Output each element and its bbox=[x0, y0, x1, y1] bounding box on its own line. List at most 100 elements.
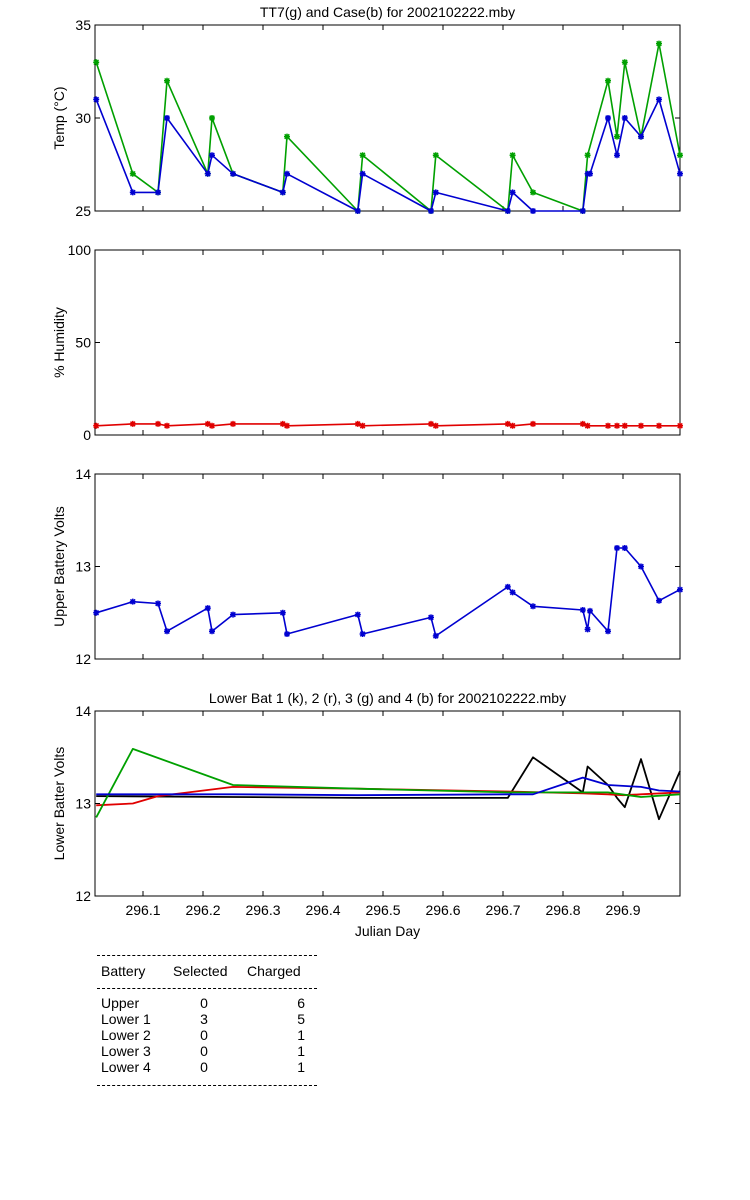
data-point bbox=[432, 189, 439, 196]
charged-count: 1 bbox=[297, 1059, 305, 1075]
data-point bbox=[230, 170, 236, 177]
series-line bbox=[95, 748, 681, 818]
battery-name: Upper bbox=[101, 995, 140, 1011]
y-tick-label: 13 bbox=[75, 559, 91, 575]
data-point bbox=[359, 170, 366, 177]
data-point bbox=[530, 603, 536, 610]
data-point bbox=[359, 422, 366, 429]
data-point bbox=[432, 632, 439, 639]
data-point bbox=[209, 115, 215, 121]
selected-count: 0 bbox=[200, 995, 208, 1011]
y-tick-label: 14 bbox=[75, 466, 91, 482]
data-point bbox=[129, 598, 136, 605]
data-point bbox=[621, 59, 628, 66]
data-point bbox=[656, 597, 662, 604]
data-point bbox=[129, 189, 136, 196]
charged-count: 1 bbox=[297, 1043, 305, 1059]
table-header-row: Battery Selected Charged bbox=[97, 960, 317, 982]
x-tick-label: 296.7 bbox=[485, 902, 520, 918]
data-point bbox=[284, 170, 290, 177]
series-line bbox=[95, 42, 681, 212]
data-point bbox=[93, 609, 100, 616]
charged-count: 5 bbox=[297, 1011, 305, 1027]
table-row: Lower 4 0 1 bbox=[97, 1059, 317, 1075]
series-line bbox=[96, 423, 680, 427]
data-point bbox=[614, 152, 620, 159]
y-tick-label: 100 bbox=[68, 242, 92, 258]
data-point bbox=[432, 422, 439, 429]
y-tick-label: 30 bbox=[75, 110, 91, 126]
data-point bbox=[279, 189, 286, 196]
charged-count: 6 bbox=[297, 995, 305, 1011]
data-point bbox=[209, 422, 215, 429]
y-tick-label: 35 bbox=[75, 17, 91, 33]
y-axis-label: Lower Batter Volts bbox=[51, 747, 67, 861]
data-point bbox=[359, 152, 366, 159]
data-point bbox=[605, 115, 611, 121]
data-point bbox=[230, 420, 236, 427]
data-point bbox=[155, 600, 161, 607]
y-tick-label: 12 bbox=[75, 651, 91, 667]
data-point bbox=[204, 420, 211, 427]
data-point bbox=[656, 40, 662, 47]
data-point bbox=[509, 422, 516, 429]
x-tick-label: 296.5 bbox=[365, 902, 400, 918]
series-line bbox=[96, 776, 681, 797]
header-charged: Charged bbox=[247, 963, 301, 979]
x-tick-label: 296.6 bbox=[425, 902, 460, 918]
data-point bbox=[230, 611, 236, 618]
x-tick-label: 296.8 bbox=[545, 902, 580, 918]
y-tick-label: 12 bbox=[75, 888, 91, 904]
data-point bbox=[530, 208, 536, 214]
y-tick-label: 13 bbox=[75, 796, 91, 812]
data-point bbox=[677, 586, 683, 593]
header-selected: Selected bbox=[173, 963, 228, 979]
data-point bbox=[530, 189, 536, 196]
data-point bbox=[209, 628, 215, 635]
x-tick-label: 296.2 bbox=[185, 902, 220, 918]
data-point bbox=[504, 208, 511, 214]
y-tick-label: 25 bbox=[75, 203, 91, 219]
battery-name: Lower 1 bbox=[101, 1011, 151, 1027]
table-row: Lower 2 0 1 bbox=[97, 1027, 317, 1043]
data-point bbox=[584, 152, 591, 159]
data-point bbox=[164, 115, 170, 121]
data-point bbox=[656, 96, 662, 103]
data-point bbox=[677, 170, 683, 177]
data-point bbox=[504, 420, 511, 427]
plot-frame bbox=[94, 473, 681, 660]
data-point bbox=[579, 208, 586, 214]
charged-count: 1 bbox=[297, 1027, 305, 1043]
data-point bbox=[605, 628, 611, 635]
table-row: Upper 0 6 bbox=[97, 995, 317, 1011]
data-point bbox=[504, 583, 511, 590]
data-point bbox=[428, 614, 434, 621]
battery-name: Lower 4 bbox=[101, 1059, 151, 1075]
y-axis-label: % Humidity bbox=[51, 307, 67, 378]
table-top-divider bbox=[97, 955, 317, 956]
data-point bbox=[209, 152, 215, 159]
battery-name: Lower 2 bbox=[101, 1027, 151, 1043]
data-point bbox=[584, 422, 591, 429]
data-point bbox=[129, 170, 136, 177]
series-line bbox=[95, 547, 681, 637]
data-point bbox=[579, 606, 586, 613]
data-point bbox=[204, 170, 211, 177]
data-point bbox=[164, 628, 170, 635]
y-tick-label: 50 bbox=[75, 335, 91, 351]
x-tick-label: 296.4 bbox=[305, 902, 340, 918]
data-point bbox=[284, 133, 290, 140]
data-point bbox=[164, 77, 170, 84]
data-point bbox=[584, 626, 591, 633]
y-tick-label: 14 bbox=[75, 703, 91, 719]
data-point bbox=[579, 420, 586, 427]
table-header-divider bbox=[97, 988, 317, 989]
data-point bbox=[638, 422, 644, 429]
data-point bbox=[614, 545, 620, 551]
data-point bbox=[155, 189, 161, 196]
data-point bbox=[164, 422, 170, 429]
table-bottom-divider bbox=[97, 1085, 317, 1086]
data-point bbox=[621, 422, 628, 429]
data-point bbox=[656, 422, 662, 429]
